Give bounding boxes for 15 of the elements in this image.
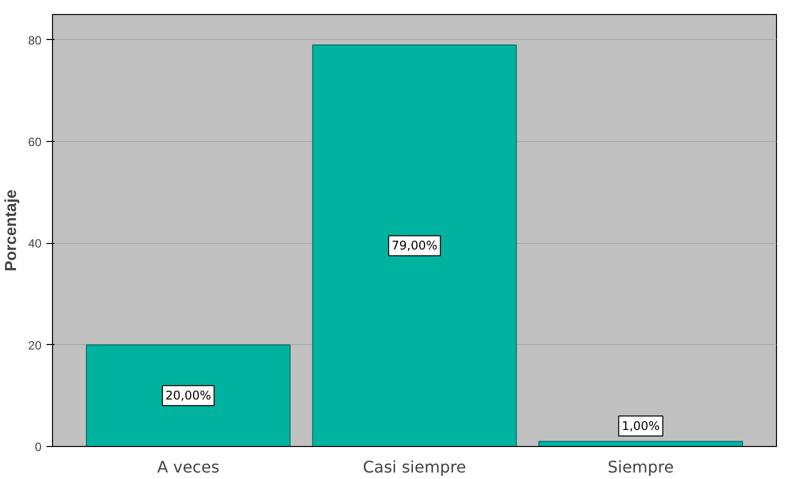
x-tick-label: Casi siempre bbox=[362, 458, 466, 476]
x-tick-label: A veces bbox=[157, 458, 220, 476]
data-label: 20,00% bbox=[165, 388, 212, 403]
y-axis-title: Porcentaje bbox=[3, 189, 20, 272]
y-tick-label: 40 bbox=[28, 236, 42, 251]
y-tick-label: 80 bbox=[28, 33, 42, 48]
bar bbox=[86, 344, 291, 446]
y-tick-label: 60 bbox=[28, 135, 42, 150]
data-label: 79,00% bbox=[392, 238, 438, 253]
x-tick-label: Siempre bbox=[608, 458, 674, 476]
y-tick-label: 20 bbox=[28, 338, 42, 352]
bar bbox=[312, 44, 517, 446]
data-label: 1,00% bbox=[622, 418, 660, 433]
bar bbox=[538, 440, 744, 446]
y-tick-label: 0 bbox=[34, 440, 42, 454]
